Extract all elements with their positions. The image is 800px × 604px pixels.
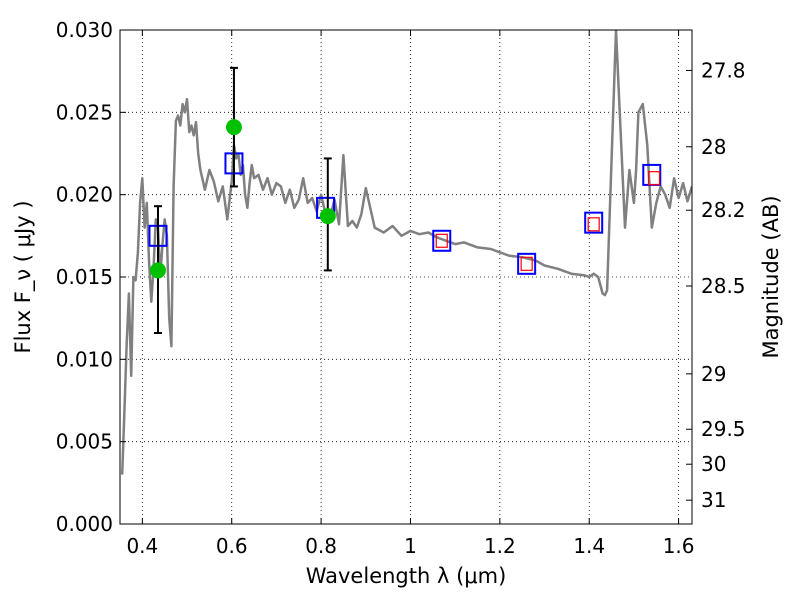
y-tick-label: 0.030 [56,18,113,42]
y2-axis-label: Magnitude (AB) [759,195,783,358]
model-flux-square [432,229,452,252]
observed-flux-point [225,119,242,136]
observed-flux-point [319,208,336,225]
y2-axis: 27.8 28 28.2 28.5 29 29.5 30 31 [686,58,746,512]
model-flux-red-square [647,171,661,186]
y-tick-label: 0.015 [56,265,113,289]
y-axis: 0.000 0.005 0.010 0.015 0.020 0.025 0.030 [56,18,126,536]
y2-tick-label: 30 [701,452,726,476]
y2-tick-label: 28.2 [701,198,746,222]
y2-tick-label: 27.8 [701,58,746,82]
model-flux-red-square [520,256,533,271]
y-axis-label: Flux F_ν ( μJy ) [11,200,36,353]
x-axis-label: Wavelength λ (μm) [306,564,507,588]
template-spectrum-line [120,30,692,475]
model-flux-square [584,211,604,234]
y2-tick-label: 29.5 [701,417,746,441]
x-tick-label: 1.4 [573,534,605,558]
model-flux-square [517,252,537,275]
observed-flux-point [149,262,166,279]
plot-area-background [120,30,692,524]
y-tick-label: 0.005 [56,430,113,454]
x-tick-label: 1 [404,534,417,558]
model-flux-red-square [435,233,448,248]
y2-tick-label: 28 [701,135,726,159]
x-tick-label: 0.8 [305,534,337,558]
y2-tick-label: 28.5 [701,274,746,298]
x-tick-label: 1.2 [484,534,516,558]
series-group [120,30,692,475]
x-tick-label: 0.4 [126,534,158,558]
x-tick-label: 0.6 [216,534,248,558]
series-layer [120,30,692,475]
y-tick-label: 0.000 [56,512,113,536]
y-tick-label: 0.020 [56,183,113,207]
y2-tick-label: 29 [701,362,726,386]
x-tick-label: 1.6 [663,534,695,558]
y-tick-label: 0.010 [56,347,113,371]
y-tick-label: 0.025 [56,100,113,124]
model-flux-red-square [587,217,600,232]
x-axis: 0.4 0.6 0.8 1 1.2 1.4 1.6 [126,30,695,558]
y2-tick-label: 31 [701,488,726,512]
